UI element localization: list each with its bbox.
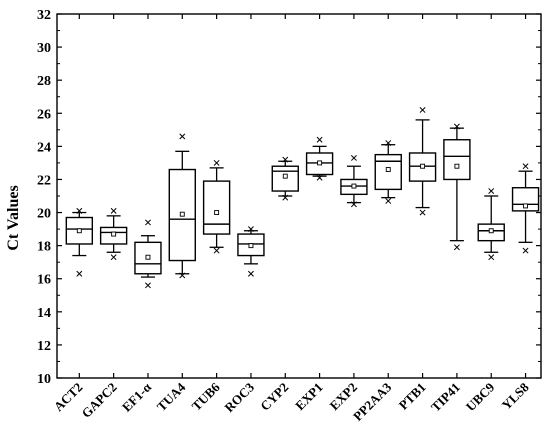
box-ptb1 (408, 107, 437, 216)
y-tick-label: 20 (37, 207, 51, 222)
max-marker (453, 123, 460, 130)
box-exp2 (340, 154, 368, 208)
x-tick-label: ROC3 (221, 379, 257, 415)
x-tick-label: TUB6 (189, 379, 223, 413)
iqr-box (202, 180, 231, 235)
min-marker (213, 247, 220, 254)
mean-marker (145, 254, 151, 260)
x-tick-label: TIP41 (428, 380, 463, 415)
iqr-box (271, 165, 299, 192)
x-tick-label: EF1-α (119, 379, 155, 415)
min-marker (453, 244, 460, 251)
min-marker (350, 201, 357, 208)
min-marker (522, 247, 529, 254)
y-tick-label: 28 (37, 74, 51, 89)
mean-marker (76, 228, 82, 234)
iqr-box (443, 139, 471, 181)
y-tick-label: 18 (37, 240, 51, 255)
max-marker (282, 156, 289, 163)
min-marker (145, 282, 151, 289)
mean-marker (111, 231, 117, 237)
max-marker (385, 140, 392, 147)
max-marker (110, 207, 117, 214)
mean-marker (385, 167, 391, 172)
box-pp2aa3 (374, 140, 402, 204)
box-roc3 (237, 226, 265, 277)
max-marker (350, 154, 357, 161)
min-marker (385, 198, 392, 204)
box-ubc9 (477, 188, 505, 261)
box-series (65, 107, 540, 289)
y-tick-label: 16 (37, 273, 51, 288)
min-marker (316, 174, 323, 181)
max-marker (247, 226, 254, 233)
mean-marker (214, 210, 220, 215)
mean-marker (488, 228, 494, 234)
mean-marker (454, 163, 460, 169)
y-tick-label: 12 (37, 339, 51, 354)
plot-area (56, 13, 542, 379)
box-tub6 (202, 159, 231, 254)
x-tick-label: GAPC2 (79, 380, 120, 421)
y-tick-label: 14 (37, 306, 51, 321)
x-tick-label: PP2AA3 (350, 379, 395, 424)
x-tick-label: UBC9 (463, 379, 498, 414)
max-marker (488, 188, 495, 194)
box-ef1- (134, 219, 162, 289)
iqr-box (65, 216, 94, 245)
mean-marker (420, 163, 426, 169)
x-tick-label: YLS8 (499, 379, 532, 412)
y-tick-label: 10 (37, 372, 51, 387)
box-yls8 (511, 163, 540, 254)
x-tick-label: CYP2 (257, 380, 291, 414)
box-tip41 (443, 123, 471, 251)
min-marker (179, 272, 186, 279)
max-marker (419, 107, 426, 113)
max-marker (76, 207, 83, 214)
mean-marker (351, 183, 357, 189)
mean-marker (317, 160, 323, 166)
y-tick-label: 32 (37, 8, 51, 23)
max-marker (316, 136, 323, 143)
min-marker (488, 254, 495, 261)
y-tick-label: 26 (37, 107, 51, 122)
y-tick-label: 30 (37, 41, 51, 56)
box-act2 (65, 207, 94, 277)
y-tick-label: 24 (37, 140, 51, 155)
min-marker (110, 254, 117, 261)
y-axis-title: Ct Values (5, 185, 22, 250)
max-marker (213, 159, 220, 166)
box-exp1 (305, 136, 334, 181)
min-marker (247, 270, 254, 277)
x-tick-label: TUA4 (154, 379, 189, 414)
mean-marker (282, 173, 288, 179)
mean-marker (523, 203, 529, 209)
y-tick-label: 22 (37, 173, 51, 188)
max-marker (145, 219, 151, 226)
plot-frame (56, 13, 542, 379)
mean-marker (179, 211, 185, 217)
max-marker (522, 163, 529, 170)
x-tick-label: EXP1 (292, 380, 326, 414)
iqr-box (374, 153, 402, 191)
min-marker (76, 270, 83, 277)
box-tua4 (168, 133, 196, 279)
box-cyp2 (271, 156, 299, 201)
y-axis: 10 12 14 16 18 20 22 24 26 28 30 32 (37, 8, 541, 387)
x-tick-label: PTB1 (396, 380, 429, 413)
min-marker (282, 194, 289, 201)
max-marker (179, 133, 186, 140)
iqr-box (511, 187, 540, 212)
min-marker (419, 209, 426, 216)
box-gapc2 (99, 207, 128, 261)
mean-marker (248, 243, 254, 249)
iqr-box (408, 152, 437, 182)
